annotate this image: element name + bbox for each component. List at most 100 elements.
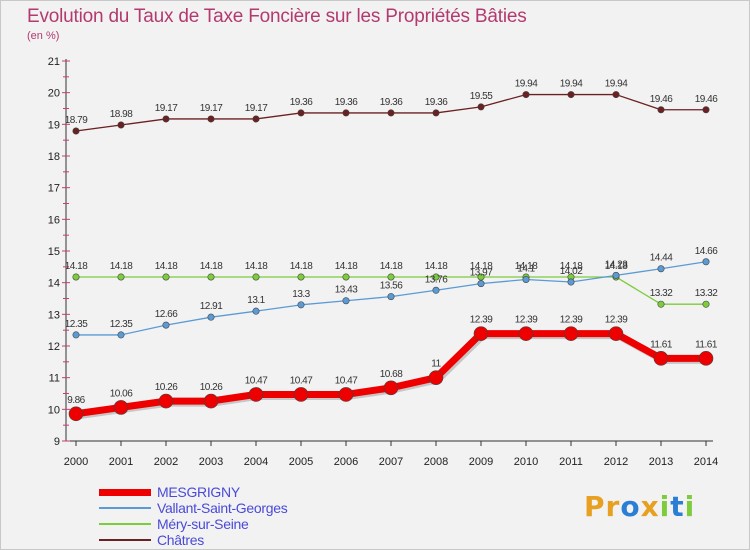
data-point	[207, 313, 215, 321]
logo-letter: P	[584, 490, 606, 523]
data-label: 12.39	[470, 315, 493, 326]
y-tick-label: 19	[48, 119, 60, 131]
data-point	[702, 258, 710, 266]
data-label: 19.46	[650, 94, 673, 105]
data-point	[473, 326, 489, 341]
series-3	[72, 91, 710, 135]
proxiti-logo: Proxiti	[584, 490, 695, 523]
legend-label: MESGRIGNY	[157, 484, 240, 500]
logo-letter: x	[640, 490, 660, 523]
data-label: 12.91	[200, 301, 223, 312]
data-point	[563, 326, 579, 341]
y-tick-label: 10	[48, 404, 60, 416]
data-label: 19.36	[335, 97, 358, 108]
x-tick-label: 2006	[334, 456, 358, 468]
data-point	[653, 351, 669, 366]
data-point	[518, 326, 534, 341]
data-point	[432, 273, 440, 281]
data-point	[203, 393, 219, 409]
logo-letter: o	[620, 490, 641, 523]
data-label: 12.35	[65, 319, 88, 330]
data-point	[342, 297, 350, 305]
data-label: 10.47	[245, 375, 268, 386]
data-point	[207, 273, 215, 281]
data-label: 12.39	[560, 315, 583, 326]
data-label: 14.23	[605, 259, 628, 270]
data-point	[522, 275, 530, 283]
data-label: 12.35	[110, 319, 133, 330]
data-point	[297, 109, 305, 117]
data-label: 19.94	[560, 79, 583, 90]
data-label: 13.97	[470, 268, 493, 279]
data-label: 14.18	[155, 261, 178, 272]
data-point	[702, 300, 710, 308]
x-tick-label: 2003	[199, 456, 223, 468]
data-point	[162, 115, 170, 123]
data-label: 19.94	[605, 79, 628, 90]
x-tick-label: 2001	[109, 456, 133, 468]
data-point	[387, 273, 395, 281]
data-label: 10.68	[380, 369, 403, 380]
y-tick-label: 15	[48, 246, 60, 258]
series-0	[68, 326, 714, 422]
data-label: 14.18	[515, 261, 538, 272]
y-tick-label: 14	[48, 278, 60, 290]
x-tick-label: 2008	[424, 456, 448, 468]
data-point	[72, 331, 80, 339]
x-tick-label: 2012	[604, 456, 628, 468]
data-point	[252, 307, 260, 315]
data-point	[113, 400, 129, 415]
data-label: 14.66	[695, 246, 718, 257]
x-tick-label: 2007	[379, 456, 403, 468]
x-tick-label: 2002	[154, 456, 178, 468]
data-point	[248, 387, 264, 402]
data-label: 19.55	[470, 91, 493, 102]
logo-letter: i	[659, 490, 671, 523]
data-label: 14.18	[65, 261, 88, 272]
y-tick-label: 18	[48, 151, 60, 163]
data-label: 19.17	[245, 103, 268, 114]
chart-unit-label: (en %)	[27, 30, 60, 42]
data-label: 19.36	[290, 97, 313, 108]
data-point	[383, 380, 399, 396]
data-point	[702, 106, 710, 114]
data-point	[252, 115, 260, 123]
data-point	[293, 387, 309, 402]
x-tick-label: 2009	[469, 456, 493, 468]
data-label: 18.98	[110, 109, 133, 120]
data-label: 12.39	[515, 315, 538, 326]
x-tick-label: 2013	[649, 456, 673, 468]
data-point	[698, 351, 714, 366]
data-label: 14.18	[290, 261, 313, 272]
data-point	[657, 265, 665, 273]
data-point	[612, 271, 620, 279]
legend-swatch	[99, 489, 151, 496]
data-label: 9.86	[67, 395, 85, 406]
y-tick-label: 20	[48, 88, 60, 100]
legend-swatch	[99, 523, 151, 525]
data-label: 13.3	[292, 289, 310, 300]
data-label: 12.66	[155, 309, 178, 320]
legend-swatch	[99, 539, 151, 541]
series-1	[72, 258, 710, 339]
data-point	[117, 273, 125, 281]
chart-title: Evolution du Taux de Taxe Foncière sur l…	[27, 6, 527, 27]
data-label: 14.18	[425, 261, 448, 272]
data-label: 13.32	[650, 288, 673, 299]
data-point	[432, 286, 440, 294]
data-label: 13.76	[425, 274, 448, 285]
data-point	[387, 109, 395, 117]
data-point	[117, 121, 125, 129]
y-tick-label: 11	[49, 373, 60, 385]
data-point	[162, 321, 170, 329]
data-label: 12.39	[605, 315, 628, 326]
y-tick-label: 16	[48, 214, 60, 226]
x-tick-label: 2005	[289, 456, 313, 468]
data-label: 19.36	[380, 97, 403, 108]
data-label: 18.79	[65, 115, 88, 126]
data-label: 19.36	[425, 97, 448, 108]
data-point	[342, 109, 350, 117]
data-label: 10.47	[290, 375, 313, 386]
